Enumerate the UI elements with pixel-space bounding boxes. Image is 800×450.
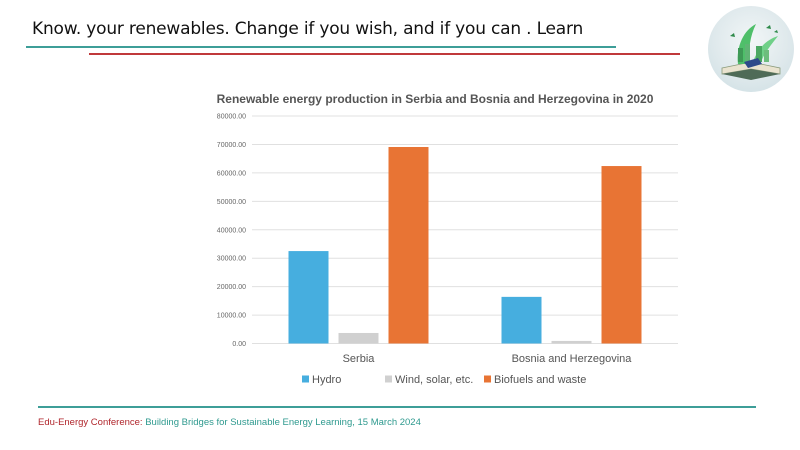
footer-divider bbox=[38, 406, 756, 408]
y-tick-label: 80000.00 bbox=[217, 114, 246, 121]
footer-subtitle: Building Bridges for Sustainable Energy … bbox=[142, 417, 421, 428]
y-tick-label: 30000.00 bbox=[217, 256, 246, 263]
legend: Hydro Wind, solar, etc. Biofuels and waste bbox=[302, 374, 586, 386]
legend-label: Wind, solar, etc. bbox=[395, 374, 473, 386]
bar-hydro-serbia bbox=[288, 251, 329, 344]
bar-wind-solar-etc-bosnia-and-herzegovina bbox=[551, 340, 592, 344]
legend-swatch bbox=[385, 375, 392, 383]
y-tick-label: 10000.00 bbox=[217, 313, 246, 320]
footer: Edu-Energy Conference: Building Bridges … bbox=[38, 417, 421, 428]
x-category-labels: Serbia Bosnia and Herzegovina bbox=[343, 353, 633, 365]
legend-label: Hydro bbox=[312, 374, 341, 386]
bar-biofuels-and-waste-serbia bbox=[388, 146, 429, 344]
y-tick-label: 0.00 bbox=[232, 341, 246, 348]
book-city-logo-icon bbox=[708, 6, 794, 92]
legend-item: Hydro bbox=[302, 374, 341, 386]
legend-label: Biofuels and waste bbox=[494, 374, 586, 386]
y-tick-label: 40000.00 bbox=[217, 227, 246, 234]
slide-title: Know. your renewables. Change if you wis… bbox=[32, 19, 584, 39]
red-divider bbox=[89, 53, 680, 55]
legend-item: Wind, solar, etc. bbox=[385, 374, 473, 386]
y-tick-label: 50000.00 bbox=[217, 199, 246, 206]
legend-item: Biofuels and waste bbox=[484, 374, 586, 386]
bar-biofuels-and-waste-bosnia-and-herzegovina bbox=[601, 166, 642, 344]
x-category-label: Serbia bbox=[343, 353, 376, 365]
y-tick-label: 20000.00 bbox=[217, 284, 246, 291]
teal-divider bbox=[26, 46, 616, 48]
y-tick-labels: 0.00 10000.00 20000.00 30000.00 40000.00 5000… bbox=[217, 114, 246, 349]
legend-swatch bbox=[484, 375, 491, 383]
x-category-label: Bosnia and Herzegovina bbox=[512, 353, 633, 365]
footer-conference: Edu-Energy Conference: bbox=[38, 417, 143, 428]
legend-swatch bbox=[302, 375, 309, 383]
bars bbox=[288, 146, 642, 344]
bar-hydro-bosnia-and-herzegovina bbox=[501, 296, 542, 344]
chart-title: Renewable energy production in Serbia an… bbox=[216, 92, 654, 106]
bar-wind-solar-etc-serbia bbox=[338, 332, 379, 344]
y-tick-label: 60000.00 bbox=[217, 170, 246, 177]
y-tick-label: 70000.00 bbox=[217, 142, 246, 149]
